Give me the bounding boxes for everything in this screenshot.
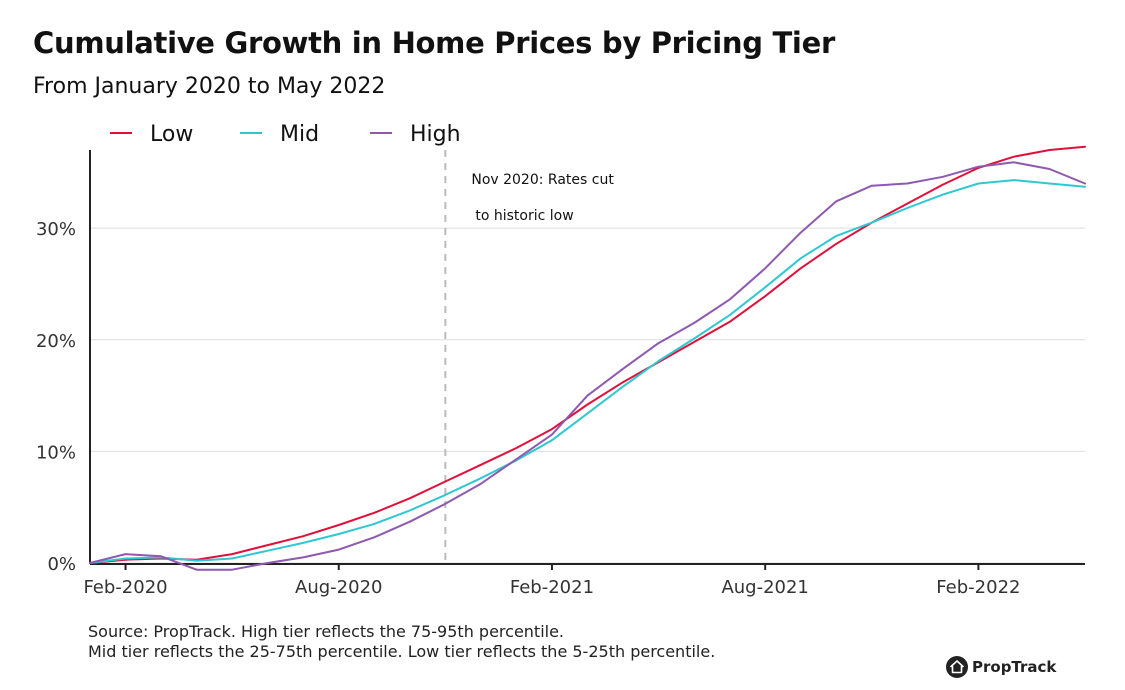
source-note: Source: PropTrack. High tier reflects th… (88, 622, 715, 662)
source-line-2: Mid tier reflects the 25-75th percentile… (88, 642, 716, 661)
x-tick-label: Feb-2021 (510, 577, 594, 598)
series-line-low (89, 145, 1086, 564)
brand-logo: PropTrack (946, 656, 1056, 678)
y-tick-label: 30% (36, 219, 76, 240)
series-line-high (89, 161, 1086, 571)
chart-subtitle: From January 2020 to May 2022 (33, 74, 386, 99)
x-tick-label: Feb-2022 (936, 577, 1020, 598)
legend-label-high: High (410, 122, 461, 147)
brand-name: PropTrack (972, 658, 1057, 676)
annotation-text: Nov 2020: Rates cut (471, 172, 614, 188)
y-tick-label: 0% (47, 554, 76, 575)
chart-title: Cumulative Growth in Home Prices by Pric… (33, 26, 835, 60)
x-tick-label: Aug-2021 (721, 577, 808, 598)
y-tick-label: 10% (36, 442, 76, 463)
legend-label-low: Low (150, 122, 193, 147)
x-tick-label: Aug-2020 (295, 577, 382, 598)
x-tick-label: Feb-2020 (83, 577, 167, 598)
source-line-1: Source: PropTrack. High tier reflects th… (88, 622, 565, 641)
y-tick-label: 20% (36, 331, 76, 352)
annotation-text: to historic low (475, 208, 573, 224)
house-icon (946, 656, 968, 678)
legend-label-mid: Mid (280, 122, 319, 147)
series-line-mid (89, 179, 1086, 564)
line-chart: 0% 10% 20% 30% Feb-2020 Aug-2020 Feb-2021 Aug-2… (36, 122, 1086, 598)
